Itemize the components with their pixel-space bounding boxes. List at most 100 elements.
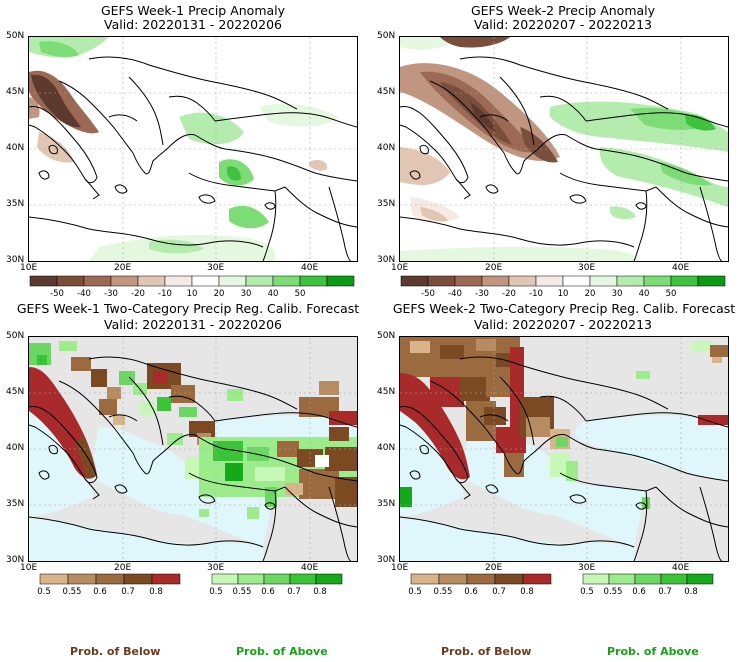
lat-tick: 45N — [6, 87, 25, 97]
colorbar-tick-label: 0.5 — [580, 587, 594, 597]
colorbar-tick-label: 0.5 — [408, 587, 422, 597]
colorbar-tick-label: 0.6 — [261, 587, 275, 597]
lon-tick: 30E — [207, 563, 225, 573]
panel-title: GEFS Week-2 Two-Category Precip Reg. Cal… — [392, 301, 736, 316]
colorbar-swatch — [164, 275, 193, 287]
panel-valid-dates: Valid: 20220207 - 20220213 — [473, 17, 652, 32]
lon-tick: 10E — [391, 563, 409, 573]
colorbar-tick-label: 30 — [612, 289, 623, 299]
lon-tick: 10E — [20, 563, 38, 573]
colorbar-tick-label: -20 — [502, 289, 516, 299]
colorbar-tick-label: 0.8 — [520, 587, 534, 597]
lon-tick: 30E — [578, 563, 596, 573]
map-canvas — [29, 37, 357, 261]
colorbar-swatch — [562, 275, 591, 287]
colorbar-tick-label: 0.55 — [63, 587, 82, 597]
lon-tick: 30E — [207, 263, 225, 273]
colorbar-tick-label: -40 — [448, 289, 462, 299]
colorbar-swatch — [616, 275, 645, 287]
colorbar-swatch — [608, 573, 636, 585]
colorbar-swatch — [481, 275, 510, 287]
lat-tick: 45N — [377, 87, 396, 97]
colorbar-tick-label: 0.55 — [604, 587, 623, 597]
colorbar-swatch — [95, 573, 125, 585]
colorbar-tick-label: 50 — [295, 289, 306, 299]
colorbar-swatch — [466, 573, 496, 585]
lat-tick: 50N — [377, 331, 396, 341]
colorbar-swatch — [110, 275, 139, 287]
lat-tick: 35N — [377, 499, 396, 509]
lon-tick: 20E — [485, 563, 503, 573]
panel-valid-dates: Valid: 20220207 - 20220213 — [473, 317, 652, 332]
colorbar-swatch — [582, 573, 610, 585]
lat-tick: 50N — [6, 31, 25, 41]
colorbar-swatch — [151, 573, 181, 585]
lon-tick: 10E — [20, 263, 38, 273]
colorbar-swatch — [494, 573, 524, 585]
above-colorbar: 0.5 0.55 0.6 0.7 0.8 — [575, 573, 725, 598]
colorbar-tick-label: 0.8 — [313, 587, 327, 597]
colorbar-tick-label: 0.8 — [149, 587, 163, 597]
colorbar-tick-label: -30 — [475, 289, 489, 299]
colorbar-swatch — [326, 275, 355, 287]
grid-lines — [400, 37, 728, 261]
map-week2-anomaly — [399, 36, 729, 262]
colorbar-swatch — [643, 275, 672, 287]
colorbar-swatch — [263, 573, 291, 585]
coastlines — [400, 56, 728, 261]
map-week2-category — [399, 336, 729, 562]
colorbar-swatch — [686, 573, 714, 585]
colorbar-tick-label: 20 — [585, 289, 596, 299]
below-colorbar: 0.5 0.55 0.6 0.7 0.8 — [403, 573, 563, 598]
prob-below-title: Prob. of Below — [70, 645, 161, 658]
colorbar-tick-label: 0.7 — [287, 587, 301, 597]
colorbar-tick-label: 0.55 — [434, 587, 453, 597]
colorbar-tick-label: 40 — [639, 289, 650, 299]
lat-tick: 40N — [6, 143, 25, 153]
map-week1-anomaly — [28, 36, 358, 262]
colorbar-tick-label: 10 — [187, 289, 198, 299]
lat-tick: 35N — [6, 499, 25, 509]
colorbar-swatch — [137, 275, 166, 287]
panel-valid-dates: Valid: 20220131 - 20220206 — [103, 317, 282, 332]
colorbar-swatch — [427, 275, 456, 287]
colorbar-tick-label: 0.6 — [93, 587, 107, 597]
colorbar-swatch — [535, 275, 564, 287]
map-week1-category — [28, 336, 358, 562]
probability-shading — [400, 337, 728, 509]
colorbar-swatch — [123, 573, 153, 585]
anomaly-colorbar: -50 -40 -30 -20 -10 10 20 30 40 50 — [400, 275, 726, 299]
colorbar-swatch — [289, 573, 317, 585]
prob-below-title: Prob. of Below — [441, 645, 532, 658]
lat-tick: 35N — [377, 199, 396, 209]
lat-tick: 45N — [377, 387, 396, 397]
colorbar-tick-label: 50 — [666, 289, 677, 299]
lat-tick: 40N — [377, 443, 396, 453]
lon-tick: 10E — [391, 263, 409, 273]
colorbar-tick-label: 0.7 — [492, 587, 506, 597]
map-canvas — [400, 337, 728, 561]
above-colorbar: 0.5 0.55 0.6 0.7 0.8 — [204, 573, 354, 598]
panel-title: GEFS Week-2 Precip Anomaly — [470, 3, 656, 18]
lon-tick: 40E — [672, 263, 690, 273]
lat-tick: 30N — [377, 555, 396, 565]
lat-tick: 30N — [6, 555, 25, 565]
colorbar-swatch — [272, 275, 301, 287]
colorbar-tick-label: 0.5 — [209, 587, 223, 597]
colorbar-swatch — [400, 275, 429, 287]
lat-tick: 35N — [6, 199, 25, 209]
lon-tick: 20E — [485, 263, 503, 273]
colorbar-tick-label: 0.7 — [121, 587, 135, 597]
grid-lines — [29, 337, 357, 561]
colorbar-tick-label: 0.6 — [632, 587, 646, 597]
panel-title: GEFS Week-1 Precip Anomaly — [100, 3, 286, 18]
colorbar-swatch — [410, 573, 440, 585]
colorbar-swatch — [697, 275, 726, 287]
colorbar-tick-label: 0.8 — [684, 587, 698, 597]
lat-tick: 50N — [6, 331, 25, 341]
colorbar-swatch — [670, 275, 699, 287]
probability-shading — [29, 341, 357, 519]
colorbar-swatch — [218, 275, 247, 287]
prob-above-title: Prob. of Above — [607, 645, 699, 658]
lon-tick: 40E — [672, 563, 690, 573]
